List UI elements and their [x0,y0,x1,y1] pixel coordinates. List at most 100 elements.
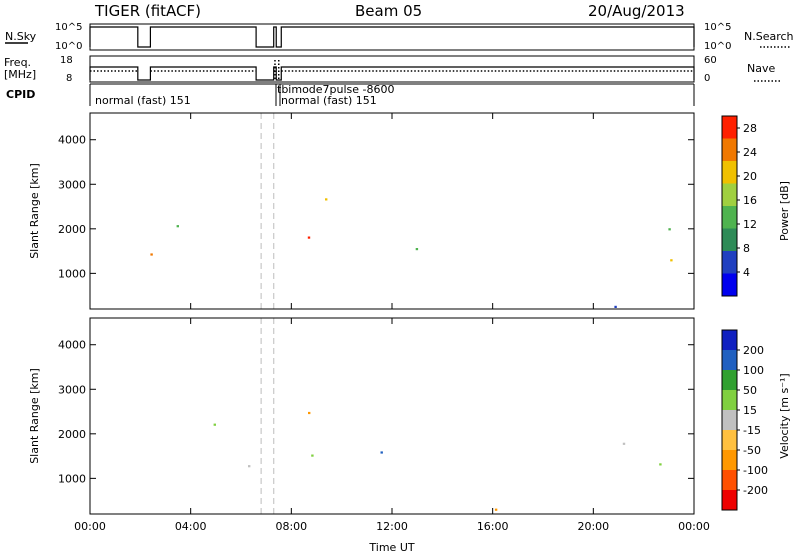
power-x-ticks [89,113,695,309]
power-y-axis: 1000 2000 3000 4000 [58,134,694,280]
freq-frame [89,55,695,83]
nsky-left-tick-bottom: 10^0 [55,41,82,52]
y-tick-label: 2000 [58,428,86,441]
x-tick-label: 20:00 [577,520,609,533]
colorbar-tick-label: -15 [743,424,761,437]
x-tick-label: 08:00 [275,520,307,533]
colorbar-tick-label: 16 [743,194,757,207]
range-cell [415,248,419,251]
freq-panel: Freq. [MHz] 18 8 60 0 Nave [4,55,780,84]
freq-left-tick-bottom: 8 [66,73,72,84]
range-cell [325,198,328,201]
y-tick-label: 4000 [58,134,86,147]
colorbar-tick-label: 8 [743,242,750,255]
colorbar-swatch [722,206,737,229]
cpid-segment-1: normal (fast) 151 [95,94,191,107]
cpid-panel: CPID normal (fast) 151 tbimode7pulse -86… [6,83,695,107]
nsky-panel: N.Sky 10^5 10^0 10^5 10^0 N.Search [5,22,794,52]
nsky-trace [89,26,695,48]
radar-title: TIGER (fitACF) [94,2,201,20]
nsky-frame [89,23,695,51]
x-axis-label: Time UT [368,541,414,554]
velocity-frame [89,317,695,515]
colorbar-swatch [722,138,737,161]
colorbar-swatch [722,390,737,410]
colorbar-swatch [722,490,737,510]
power-frame [89,112,695,310]
colorbar-tick-label: 200 [743,344,764,357]
power-cells [150,113,673,309]
freq-label: Freq. [4,56,31,69]
freq-unit: [MHz] [4,68,36,81]
beam-title: Beam 05 [355,2,422,20]
colorbar-swatch [722,410,737,430]
range-cell [308,411,311,415]
power-panel: 1000 2000 3000 4000 Slant Range [km] 4 8 12 16… [28,112,791,310]
colorbar-swatch [722,430,737,450]
x-axis: 00:00 04:00 08:00 12:00 16:00 20:00 00:00 [74,318,710,533]
colorbar-swatch [722,273,737,296]
colorbar-tick-label: 24 [743,146,757,159]
colorbar-swatch [722,161,737,184]
colorbar-swatch [722,251,737,274]
nsky-right-tick-top: 10^5 [704,22,731,33]
x-tick-label: 12:00 [376,520,408,533]
colorbar-swatch [722,370,737,390]
range-cell [380,451,383,454]
y-tick-label: 1000 [58,267,86,280]
nave-label: Nave [747,62,775,75]
power-colorbar: 4 8 12 16 20 24 28 [721,115,757,297]
colorbar-swatch [722,350,737,370]
x-tick-label: 00:00 [678,520,710,533]
y-tick-label: 4000 [58,339,86,352]
power-y-label: Slant Range [km] [28,163,41,259]
colorbar-swatch [722,116,737,139]
velocity-y-label: Slant Range [km] [28,368,41,464]
colorbar-tick-label: 4 [743,266,750,279]
colorbar-frame [721,329,738,511]
range-cell [248,465,251,468]
range-cell [622,442,626,445]
x-tick-label: 04:00 [175,520,207,533]
freq-trace [89,66,695,81]
y-tick-label: 1000 [58,472,86,485]
x-tick-label: 16:00 [477,520,509,533]
range-cell [668,228,671,231]
nave-trace [90,60,694,80]
colorbar-frame [721,115,738,297]
colorbar-tick-label: 100 [743,364,764,377]
cpid-segment-2: tbimode7pulse -8600 [277,83,395,96]
nsky-right-tick-bottom: 10^0 [704,41,731,52]
range-cell [614,305,617,308]
cpid-segment-3: normal (fast) 151 [281,94,377,107]
colorbar-tick-label: 15 [743,404,757,417]
range-cell [176,225,179,228]
velocity-y-axis: 1000 2000 3000 4000 [58,339,694,485]
range-cell [659,463,662,466]
cpid-label: CPID [6,88,35,101]
freq-right-tick-bottom: 0 [704,73,710,84]
colorbar-tick-label: 50 [743,384,757,397]
colorbar-tick-label: 20 [743,170,757,183]
nsearch-label: N.Search [744,30,794,43]
range-cell [307,236,311,239]
range-cell [150,253,153,256]
nsky-label: N.Sky [5,30,37,43]
colorbar-swatch [722,470,737,490]
date-title: 20/Aug/2013 [588,2,685,20]
range-cell [494,508,498,511]
velocity-colorbar: 200 100 50 15 -15 -50 -100 -200 [721,329,768,511]
velocity-colorbar-label: Velocity [m s⁻¹] [778,373,791,458]
colorbar-tick-label: -100 [743,464,768,477]
y-tick-label: 2000 [58,223,86,236]
colorbar-swatch [722,330,737,350]
colorbar-swatch [722,228,737,251]
colorbar-tick-label: 28 [743,122,757,135]
x-tick-label: 00:00 [74,520,106,533]
freq-right-tick-top: 60 [704,55,717,66]
y-tick-label: 3000 [58,383,86,396]
range-cell [213,423,216,426]
colorbar-swatch [722,183,737,206]
power-colorbar-label: Power [dB] [778,181,791,241]
range-cell [311,454,314,457]
